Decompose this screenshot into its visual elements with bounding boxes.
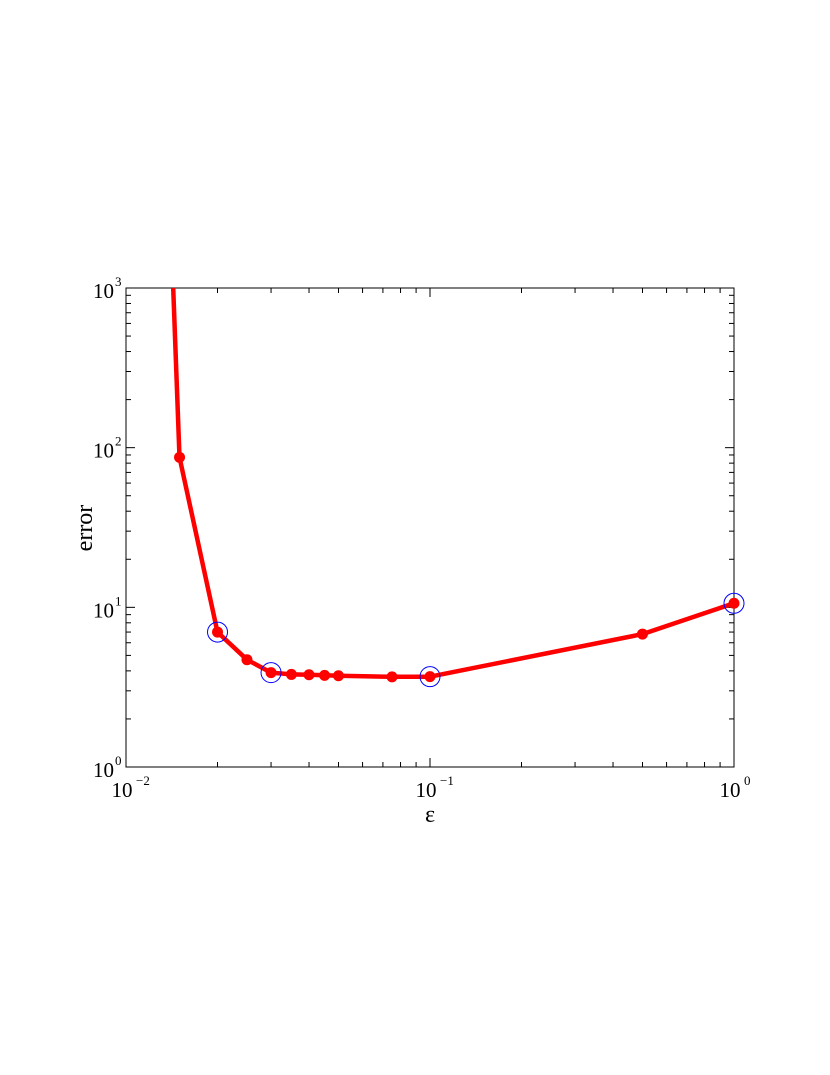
y-tick-label: 10	[93, 439, 114, 463]
x-tick-label: 10	[720, 778, 741, 802]
data-point	[636, 628, 648, 640]
data-point	[174, 451, 186, 463]
y-tick-exponent: 2	[115, 434, 122, 449]
data-point	[285, 668, 297, 680]
y-tick-exponent: 3	[115, 274, 122, 289]
y-tick-label: 10	[93, 598, 114, 622]
x-tick-label: 10	[416, 778, 437, 802]
x-tick-exponent: 0	[744, 773, 751, 788]
data-point	[265, 667, 277, 679]
y-tick-label: 10	[93, 758, 114, 782]
highlight-ring	[419, 666, 441, 688]
series-group	[170, 287, 740, 683]
plot-frame	[125, 287, 735, 768]
data-point	[386, 671, 398, 683]
highlight-ring	[207, 621, 229, 643]
data-point	[303, 669, 315, 681]
x-axis-label: ε	[425, 802, 435, 828]
series-line	[170, 287, 735, 680]
x-tick-label: 10	[112, 778, 133, 802]
y-tick-exponent: 0	[115, 753, 122, 768]
highlight-ring	[260, 662, 282, 684]
y-axis-label: error	[72, 505, 98, 552]
minor-ticks	[126, 288, 734, 767]
highlight-group	[207, 592, 745, 688]
x-tick-exponent: −1	[440, 773, 454, 788]
highlight-ring	[723, 592, 745, 614]
x-tick-exponent: −2	[136, 773, 150, 788]
data-point	[212, 626, 224, 638]
major-ticks	[125, 287, 735, 768]
y-tick-exponent: 1	[115, 593, 122, 608]
data-point	[424, 671, 436, 683]
x-tick-labels: 10 −2 10 −1 10 0	[112, 773, 751, 802]
y-tick-label: 10	[93, 279, 114, 303]
data-point	[319, 669, 331, 681]
data-point	[728, 597, 740, 609]
data-point	[332, 670, 344, 682]
data-point	[241, 654, 253, 666]
